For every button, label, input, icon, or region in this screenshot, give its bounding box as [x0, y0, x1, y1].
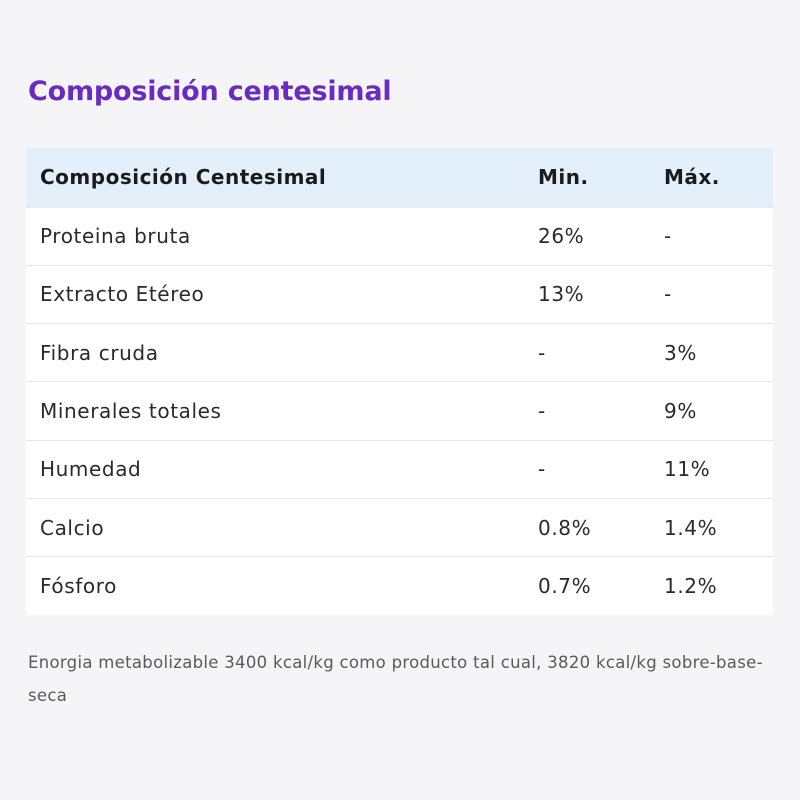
header-cell-component: Composición Centesimal — [40, 165, 327, 190]
cell-min: - — [538, 399, 546, 424]
header-cell-min: Min. — [538, 165, 589, 190]
cell-max: - — [664, 282, 672, 307]
table-header: Composición Centesimal Min. Máx. — [26, 148, 773, 207]
cell-component: Fibra cruda — [40, 340, 159, 365]
cell-component: Extracto Etéreo — [40, 282, 205, 307]
cell-component: Calcio — [40, 515, 105, 540]
cell-component: Fósforo — [40, 574, 117, 599]
cell-max: 9% — [664, 399, 697, 424]
cell-min: - — [538, 457, 546, 482]
header-row: Composición Centesimal Min. Máx. — [26, 148, 773, 207]
cell-max: 1.4% — [664, 515, 718, 540]
section-title: Composición centesimal — [28, 76, 392, 107]
header-cell-max: Máx. — [664, 165, 720, 190]
table-row: Calcio 0.8% 1.4% — [26, 498, 773, 556]
table-row: Fibra cruda - 3% — [26, 323, 773, 382]
cell-max: - — [664, 224, 672, 249]
table-row: Minerales totales - 9% — [26, 381, 773, 440]
cell-min: 26% — [538, 224, 585, 249]
cell-component: Humedad — [40, 457, 142, 482]
cell-component: Proteina bruta — [40, 224, 191, 249]
table-row: Proteina bruta 26% - — [26, 207, 773, 265]
composition-table: Composición Centesimal Min. Máx. Protein… — [26, 148, 773, 615]
cell-min: 13% — [538, 282, 585, 307]
table-body: Proteina bruta 26% - Extracto Etéreo 13%… — [26, 207, 773, 615]
cell-component: Minerales totales — [40, 399, 222, 424]
cell-max: 11% — [664, 457, 711, 482]
cell-min: - — [538, 340, 546, 365]
table-row: Extracto Etéreo 13% - — [26, 265, 773, 323]
cell-max: 1.2% — [664, 574, 718, 599]
cell-max: 3% — [664, 340, 697, 365]
composition-table-container: Composición Centesimal Min. Máx. Protein… — [26, 148, 773, 616]
cell-min: 0.7% — [538, 574, 592, 599]
table-row: Humedad - 11% — [26, 440, 773, 498]
energy-footnote: Enorgia metabolizable 3400 kcal/kg como … — [28, 653, 763, 705]
table-row: Fósforo 0.7% 1.2% — [26, 556, 773, 615]
cell-min: 0.8% — [538, 515, 592, 540]
